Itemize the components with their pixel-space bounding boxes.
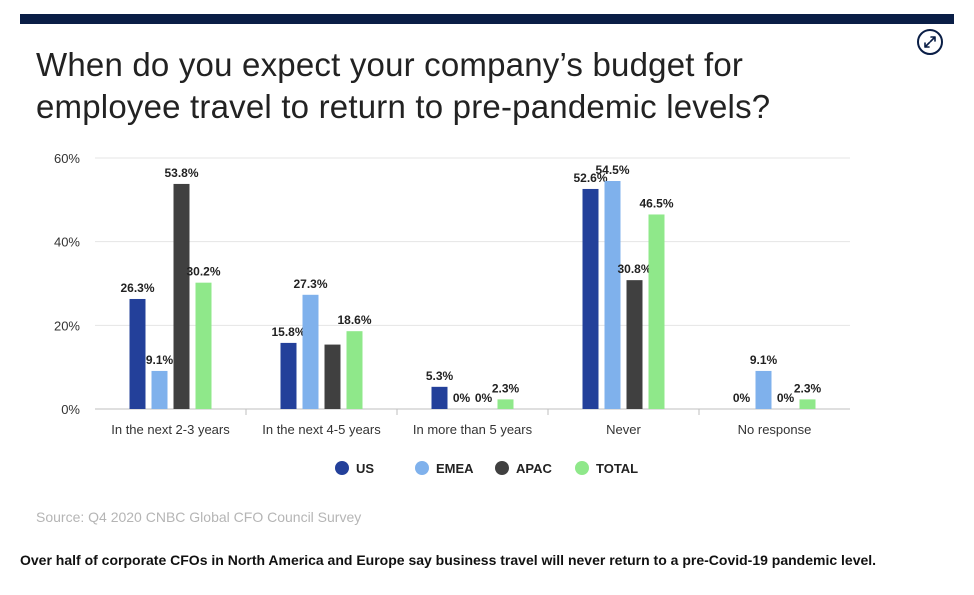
- legend-label: TOTAL: [596, 461, 638, 476]
- x-tick-label: Never: [606, 422, 641, 437]
- bar-total: [648, 214, 665, 409]
- bar-total: [497, 399, 514, 409]
- x-tick-label: In the next 2-3 years: [111, 422, 230, 437]
- data-label: 30.8%: [617, 262, 651, 276]
- data-label: 30.2%: [186, 265, 220, 279]
- y-tick-label: 40%: [54, 235, 80, 250]
- y-tick-label: 0%: [61, 402, 80, 417]
- bar-us: [431, 386, 448, 409]
- bar-apac: [324, 344, 341, 409]
- bar-total: [799, 399, 816, 409]
- data-label: 52.6%: [573, 171, 607, 185]
- source-note: Source: Q4 2020 CNBC Global CFO Council …: [36, 509, 362, 525]
- bar-apac: [173, 183, 190, 409]
- bar-emea: [755, 370, 772, 409]
- data-label: 2.3%: [492, 381, 520, 395]
- bar-us: [280, 342, 297, 409]
- top-rule: [20, 14, 954, 24]
- data-label: 18.6%: [337, 313, 371, 327]
- legend-label: EMEA: [436, 461, 474, 476]
- bar-emea: [604, 181, 621, 409]
- data-label: 26.3%: [120, 281, 154, 295]
- data-label: 46.5%: [639, 196, 673, 210]
- bar-chart: 0% 20% 40% 60% In the next 2-3 years 26.3% 9.1…: [54, 151, 850, 476]
- caption: Over half of corporate CFOs in North Ame…: [20, 552, 877, 568]
- data-label: 27.3%: [293, 277, 327, 291]
- data-label: 9.1%: [146, 353, 174, 367]
- y-tick-label: 60%: [54, 151, 80, 166]
- expand-button[interactable]: [917, 29, 943, 55]
- bar-emea: [302, 294, 319, 409]
- bar-apac: [626, 280, 643, 409]
- data-label: 5.3%: [426, 369, 454, 383]
- x-tick-label: In the next 4-5 years: [262, 422, 381, 437]
- legend-label: APAC: [516, 461, 552, 476]
- expand-arrows-icon: [924, 36, 936, 48]
- y-tick-label: 20%: [54, 318, 80, 333]
- data-label: 53.8%: [164, 166, 198, 180]
- legend-marker: [575, 461, 589, 475]
- data-label: 0%: [777, 391, 795, 405]
- bar-total: [195, 282, 212, 409]
- legend-marker: [495, 461, 509, 475]
- data-label: 2.3%: [794, 381, 822, 395]
- bar-total: [346, 331, 363, 409]
- data-label: 15.8%: [271, 325, 305, 339]
- bar-us: [129, 298, 146, 409]
- bar-us: [582, 188, 599, 409]
- data-label: 9.1%: [750, 353, 778, 367]
- chart-title: When do you expect your company’s budget…: [36, 46, 771, 125]
- data-label: 54.5%: [595, 163, 629, 177]
- data-label: 0%: [733, 391, 751, 405]
- legend-label: US: [356, 461, 374, 476]
- x-tick-label: In more than 5 years: [413, 422, 533, 437]
- bar-emea: [151, 370, 168, 409]
- x-tick-label: No response: [738, 422, 812, 437]
- data-label: 0%: [475, 391, 493, 405]
- legend-marker: [335, 461, 349, 475]
- legend-marker: [415, 461, 429, 475]
- data-label: 0%: [453, 391, 471, 405]
